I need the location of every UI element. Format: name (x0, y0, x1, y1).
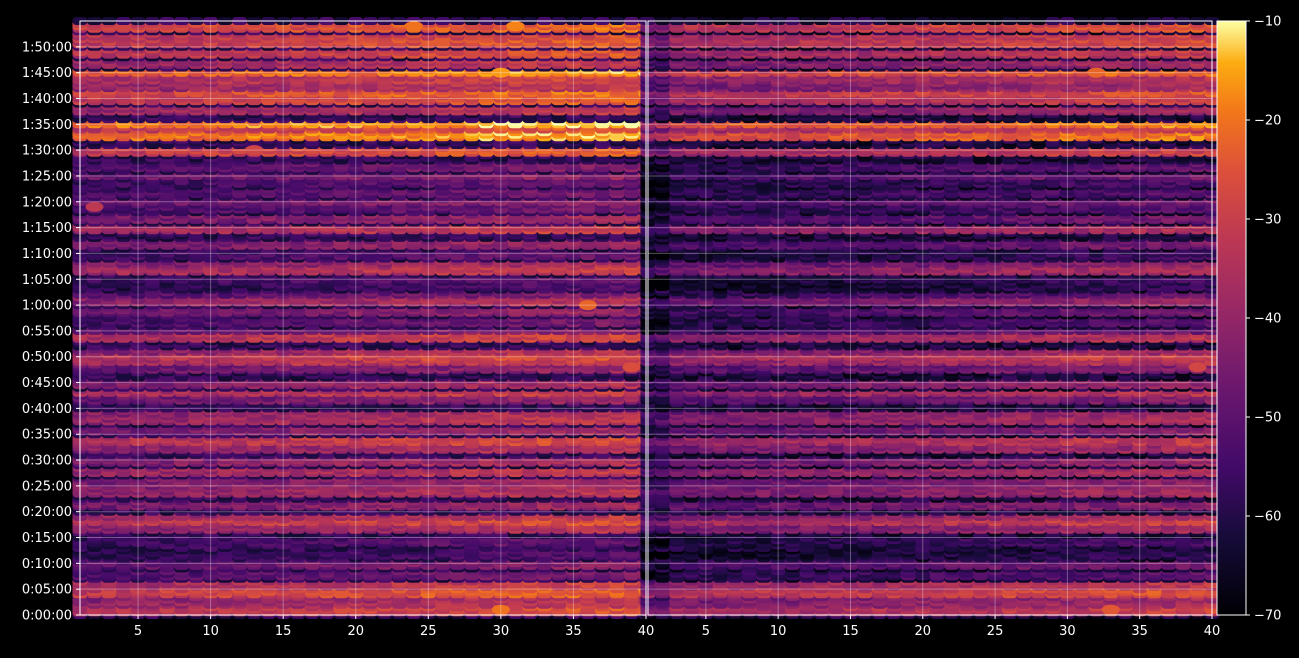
heatmap-cells (72, 17, 1220, 619)
